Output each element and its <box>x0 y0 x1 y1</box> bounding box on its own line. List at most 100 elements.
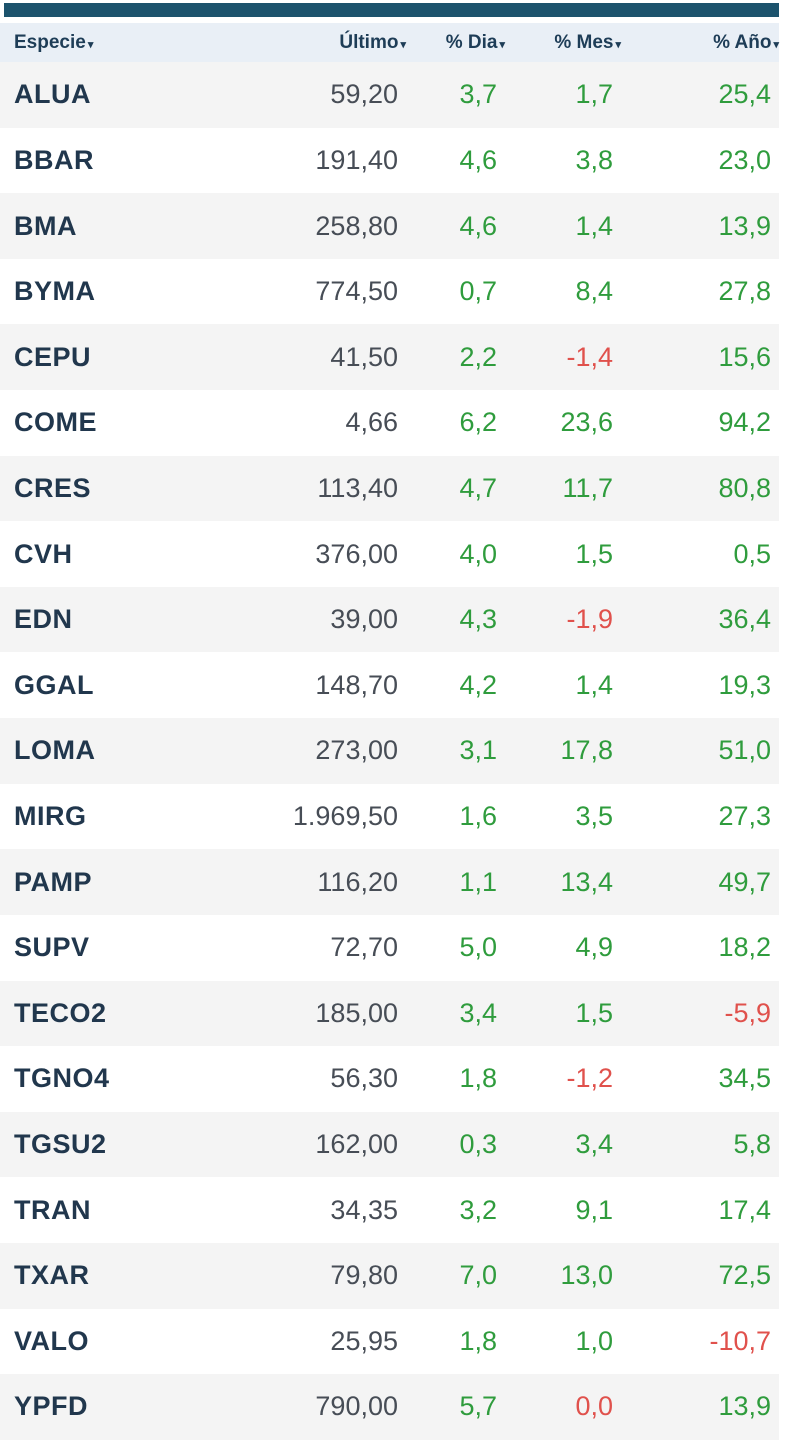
pct-day-cell: 3,4 <box>459 997 497 1028</box>
last-price-cell: 148,70 <box>315 669 398 700</box>
pct-month-cell: 9,1 <box>575 1194 613 1225</box>
column-header-label: % Dia <box>445 31 498 53</box>
top-accent-bar <box>4 3 779 17</box>
column-header-label: Especie <box>14 31 86 53</box>
ticker-cell[interactable]: TRAN <box>14 1194 91 1225</box>
quotes-table: Especie ▾ Último ▾% Dia ▾% Mes ▾% Año ▾ ALUA 59… <box>0 23 779 1440</box>
column-header-label: % Mes <box>554 31 614 53</box>
ticker-cell[interactable]: MIRG <box>14 801 87 831</box>
table-header-row: Especie ▾ Último ▾% Dia ▾% Mes ▾% Año ▾ <box>0 23 779 62</box>
table-row[interactable]: BYMA 774,50 0,7 8,4 27,8 <box>0 258 779 325</box>
pct-year-cell: 80,8 <box>718 472 771 503</box>
pct-day-cell: 5,0 <box>459 932 497 963</box>
table-row[interactable]: CVH 376,00 4,0 1,5 0,5 <box>0 521 779 587</box>
pct-day-cell: 4,6 <box>459 210 497 241</box>
pct-year-cell: 17,4 <box>718 1194 771 1225</box>
column-header-mes[interactable]: % Mes ▾ <box>505 32 621 54</box>
pct-year-cell: 27,3 <box>718 801 771 831</box>
pct-day-cell: 4,3 <box>459 604 497 635</box>
last-price-cell: 34,35 <box>330 1194 398 1225</box>
table-row[interactable]: TXAR 79,80 7,0 13,0 72,5 <box>0 1242 779 1309</box>
pct-month-cell: 1,7 <box>575 79 613 110</box>
table-row[interactable]: MIRG 1.969,50 1,6 3,5 27,3 <box>0 783 779 850</box>
pct-month-cell: 1,4 <box>575 210 613 241</box>
table-row[interactable]: LOMA 273,00 3,1 17,8 51,0 <box>0 718 779 784</box>
pct-month-cell: -1,2 <box>566 1063 613 1094</box>
pct-day-cell: 1,8 <box>459 1063 497 1094</box>
sort-arrow-icon: ▾ <box>773 39 779 51</box>
ticker-cell[interactable]: CEPU <box>14 341 92 372</box>
pct-day-cell: 6,2 <box>459 407 497 438</box>
ticker-cell[interactable]: SUPV <box>14 932 90 963</box>
last-price-cell: 774,50 <box>315 276 398 307</box>
pct-year-cell: -10,7 <box>709 1325 771 1356</box>
sort-arrow-icon: ▾ <box>615 39 621 51</box>
pct-year-cell: 18,2 <box>718 932 771 963</box>
ticker-cell[interactable]: PAMP <box>14 866 93 897</box>
sort-arrow-icon: ▾ <box>499 39 505 51</box>
pct-year-cell: 5,8 <box>733 1129 771 1160</box>
last-price-cell: 4,66 <box>345 407 398 438</box>
ticker-cell[interactable]: TGNO4 <box>14 1063 110 1094</box>
pct-year-cell: 15,6 <box>718 341 771 372</box>
table-row[interactable]: GGAL 148,70 4,2 1,4 19,3 <box>0 652 779 719</box>
ticker-cell[interactable]: TGSU2 <box>14 1129 107 1160</box>
last-price-cell: 191,40 <box>315 144 398 175</box>
table-row[interactable]: ALUA 59,20 3,7 1,7 25,4 <box>0 62 779 128</box>
table-row[interactable]: BBAR 191,40 4,6 3,8 23,0 <box>0 127 779 194</box>
ticker-cell[interactable]: TECO2 <box>14 997 107 1028</box>
table-row[interactable]: VALO 25,95 1,8 1,0 -10,7 <box>0 1308 779 1375</box>
pct-month-cell: 1,4 <box>575 669 613 700</box>
table-row[interactable]: CRES 113,40 4,7 11,7 80,8 <box>0 455 779 522</box>
table-row[interactable]: YPFD 790,00 5,7 0,0 13,9 <box>0 1374 779 1440</box>
last-price-cell: 258,80 <box>315 210 398 241</box>
table-row[interactable]: BMA 258,80 4,6 1,4 13,9 <box>0 193 779 259</box>
ticker-cell[interactable]: EDN <box>14 604 73 635</box>
ticker-cell[interactable]: LOMA <box>14 735 96 766</box>
column-header-ano[interactable]: % Año ▾ <box>621 32 779 54</box>
last-price-cell: 790,00 <box>315 1391 398 1422</box>
ticker-cell[interactable]: YPFD <box>14 1391 89 1422</box>
pct-month-cell: 11,7 <box>562 472 613 503</box>
table-row[interactable]: TECO2 185,00 3,4 1,5 -5,9 <box>0 980 779 1047</box>
pct-day-cell: 7,0 <box>459 1260 497 1291</box>
pct-year-cell: 19,3 <box>718 669 771 700</box>
column-header-label: Último <box>339 31 399 53</box>
ticker-cell[interactable]: COME <box>14 407 97 438</box>
table-row[interactable]: TGSU2 162,00 0,3 3,4 5,8 <box>0 1111 779 1178</box>
table-row[interactable]: SUPV 72,70 5,0 4,9 18,2 <box>0 914 779 981</box>
table-row[interactable]: COME 4,66 6,2 23,6 94,2 <box>0 390 779 456</box>
sort-arrow-icon: ▾ <box>87 39 94 51</box>
pct-year-cell: 49,7 <box>718 866 771 897</box>
pct-year-cell: -5,9 <box>724 997 771 1028</box>
ticker-cell[interactable]: ALUA <box>14 79 91 110</box>
pct-day-cell: 0,3 <box>459 1129 497 1160</box>
ticker-cell[interactable]: BBAR <box>14 144 94 175</box>
pct-month-cell: 3,8 <box>575 144 613 175</box>
column-header-dia[interactable]: % Dia ▾ <box>406 32 505 54</box>
ticker-cell[interactable]: VALO <box>14 1325 89 1356</box>
ticker-cell[interactable]: CVH <box>14 538 73 569</box>
ticker-cell[interactable]: GGAL <box>14 669 94 700</box>
last-price-cell: 72,70 <box>330 932 398 963</box>
table-row[interactable]: TRAN 34,35 3,2 9,1 17,4 <box>0 1177 779 1243</box>
pct-day-cell: 4,6 <box>459 144 497 175</box>
ticker-cell[interactable]: TXAR <box>14 1260 90 1291</box>
pct-day-cell: 4,0 <box>459 538 497 569</box>
column-header-ultimo[interactable]: Último ▾ <box>236 32 406 54</box>
last-price-cell: 79,80 <box>330 1260 398 1291</box>
pct-month-cell: 17,8 <box>560 735 613 766</box>
table-row[interactable]: CEPU 41,50 2,2 -1,4 15,6 <box>0 324 779 391</box>
ticker-cell[interactable]: BYMA <box>14 276 96 307</box>
pct-day-cell: 2,2 <box>459 341 497 372</box>
table-row[interactable]: EDN 39,00 4,3 -1,9 36,4 <box>0 586 779 653</box>
ticker-cell[interactable]: BMA <box>14 210 77 241</box>
last-price-cell: 25,95 <box>330 1325 398 1356</box>
pct-month-cell: -1,4 <box>566 341 613 372</box>
ticker-cell[interactable]: CRES <box>14 472 92 503</box>
table-row[interactable]: PAMP 116,20 1,1 13,4 49,7 <box>0 849 779 915</box>
pct-day-cell: 1,8 <box>459 1325 497 1356</box>
table-row[interactable]: TGNO4 56,30 1,8 -1,2 34,5 <box>0 1046 779 1112</box>
pct-day-cell: 3,1 <box>459 735 497 766</box>
column-header-especie[interactable]: Especie ▾ <box>0 32 236 54</box>
